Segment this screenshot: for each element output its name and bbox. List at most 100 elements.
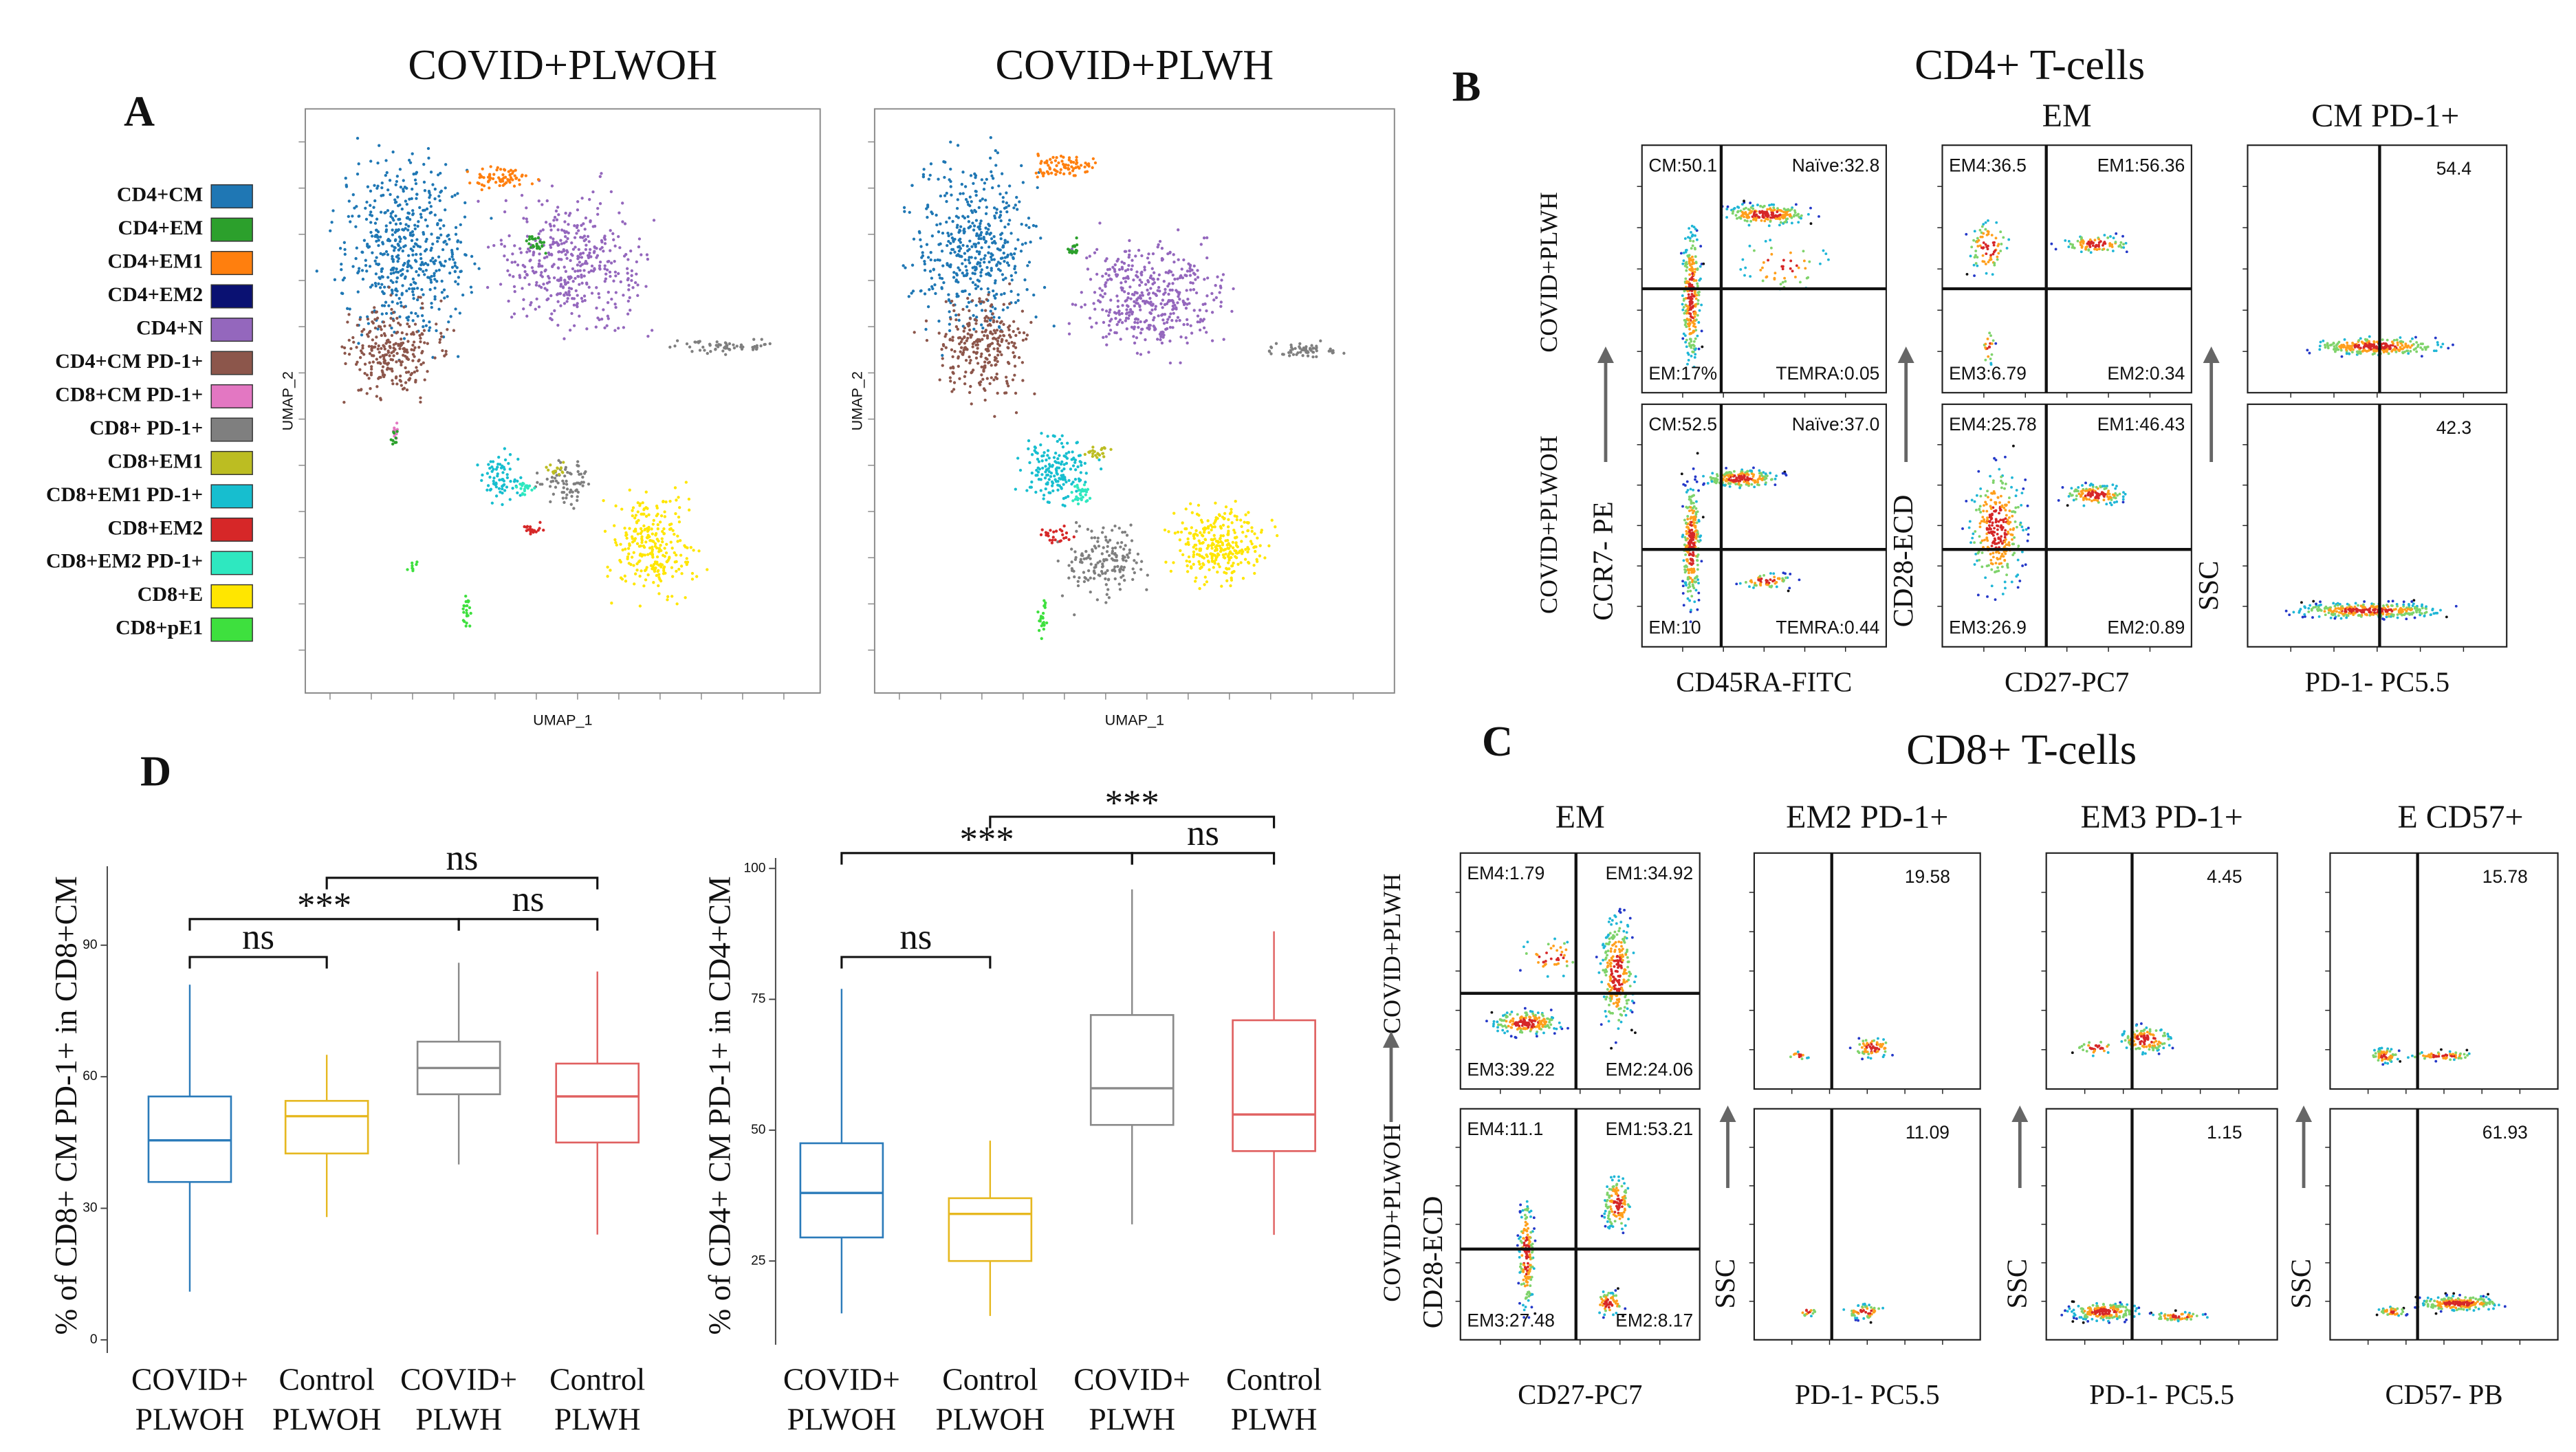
legend-label: CD4+EM: [118, 217, 203, 239]
umap-cell: [557, 250, 560, 254]
umap-cell: [519, 487, 523, 490]
umap-cell: [534, 307, 537, 311]
umap-cell: [411, 152, 414, 155]
umap-cell: [980, 373, 983, 377]
umap-cell: [1041, 622, 1045, 625]
cell-dot: [1756, 481, 1760, 484]
umap-cell: [985, 177, 988, 182]
umap-cell: [356, 136, 360, 140]
umap-cell: [1091, 452, 1095, 456]
umap-cell: [923, 260, 926, 263]
cell-dot: [1691, 244, 1694, 248]
umap-cell: [589, 269, 593, 273]
umap-cell: [1080, 291, 1083, 294]
cell-dot: [1688, 318, 1691, 322]
umap-cell: [397, 359, 401, 362]
umap-cell: [646, 553, 650, 556]
umap-cell: [516, 491, 519, 495]
cell-dot: [1773, 483, 1777, 487]
umap-cell: [1110, 557, 1114, 560]
umap-cell: [990, 252, 993, 256]
umap-cell: [1178, 318, 1181, 322]
umap-cell: [631, 509, 634, 512]
umap-cell: [1007, 326, 1010, 329]
umap-cell: [503, 210, 507, 214]
cell-dot: [1731, 212, 1734, 215]
umap-cell: [424, 261, 428, 265]
umap-cell: [1226, 525, 1230, 529]
umap-cell: [675, 553, 678, 557]
umap-cell: [1276, 534, 1279, 538]
umap-cell: [507, 170, 511, 173]
umap-cell: [580, 296, 584, 300]
umap-cell: [407, 315, 411, 319]
umap-cell: [514, 485, 519, 489]
cell-dot: [1698, 278, 1701, 282]
umap-cell: [410, 197, 413, 201]
umap-cell: [409, 248, 413, 251]
umap-cell: [974, 318, 979, 322]
cell-dot: [1688, 585, 1692, 588]
umap-cell: [1119, 338, 1122, 341]
umap-cell: [1177, 258, 1180, 261]
cell-dot: [1770, 203, 1773, 206]
umap-cell: [1042, 494, 1046, 497]
umap-cell: [512, 184, 516, 188]
umap-cell: [1114, 273, 1118, 276]
umap-cell: [653, 569, 657, 573]
umap-cell: [963, 326, 967, 330]
umap-cell: [968, 309, 971, 313]
umap-cell: [395, 276, 399, 280]
umap-cell: [1206, 519, 1210, 522]
cell-dot: [1681, 262, 1685, 265]
umap-cell: [375, 316, 380, 320]
umap-cell: [1053, 474, 1056, 478]
cell-dot: [1697, 489, 1700, 492]
umap-cell: [395, 330, 400, 334]
umap-cell: [419, 336, 422, 340]
umap-cell: [640, 569, 643, 573]
umap-cell: [1121, 304, 1124, 307]
umap-cell: [981, 377, 985, 381]
umap-cell: [370, 367, 373, 371]
umap-cell: [1230, 507, 1233, 512]
umap-cell: [1181, 553, 1185, 557]
umap-cell: [1186, 297, 1190, 301]
umap-cell: [1058, 437, 1062, 441]
umap-cell: [602, 250, 605, 253]
umap-cell: [677, 520, 681, 524]
umap-cell: [1083, 461, 1087, 465]
umap-cell: [1227, 558, 1231, 562]
umap-cell: [1274, 342, 1278, 345]
umap-cell: [1127, 314, 1131, 318]
umap-cell: [364, 217, 369, 221]
umap-cell: [556, 292, 560, 296]
umap-cell: [492, 173, 496, 176]
gate-label: Naïve:32.8: [1792, 155, 1880, 175]
umap-cell: [1051, 538, 1054, 542]
umap-cell: [969, 333, 972, 337]
umap-cell: [437, 307, 441, 311]
umap-cell: [549, 463, 552, 467]
umap-cell: [1123, 578, 1126, 582]
umap-cell: [924, 319, 928, 322]
cell-dot: [1804, 267, 1807, 270]
umap-cell: [1179, 530, 1183, 534]
umap-cell: [1105, 343, 1109, 346]
umap-cell: [938, 258, 941, 262]
umap-cell: [450, 265, 455, 269]
umap-cell: [961, 353, 965, 356]
umap-cell: [411, 290, 415, 294]
umap-cell: [375, 217, 379, 221]
umap-cell: [1039, 236, 1043, 240]
umap-cell: [1159, 335, 1163, 339]
umap-cell: [968, 204, 972, 208]
cell-dot: [1689, 531, 1692, 535]
umap-cell: [390, 333, 394, 338]
cell-dot: [1694, 261, 1698, 264]
umap-cell: [1002, 252, 1005, 255]
umap-cell: [496, 166, 499, 169]
umap-cell: [399, 186, 403, 189]
umap-cell: [550, 318, 554, 322]
umap-cell: [439, 299, 443, 302]
